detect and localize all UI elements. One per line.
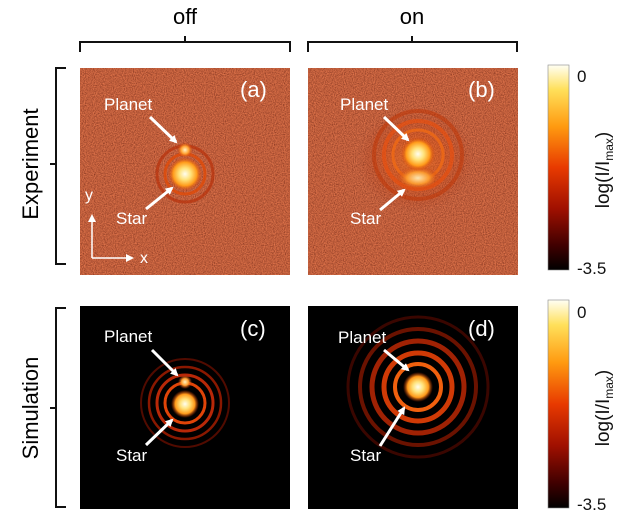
row-label-experiment: Experiment: [18, 108, 43, 219]
planet-spot: [401, 137, 435, 171]
planet-label: Planet: [104, 95, 152, 114]
colorbar-axis-label: log(I/Imax): [593, 132, 616, 209]
planet-label: Planet: [340, 95, 388, 114]
panel-label: (b): [468, 77, 495, 102]
planet-spot: [178, 375, 192, 389]
row-label-simulation: Simulation: [18, 357, 43, 460]
bracket-on: [307, 36, 518, 52]
planet-spot: [403, 372, 433, 402]
planet-spot: [177, 142, 193, 158]
star-spot: [171, 390, 199, 418]
planet-arrow: [383, 348, 410, 372]
star-label: Star: [350, 209, 382, 228]
panel-c: (c) Planet Star: [80, 306, 290, 509]
star-arrow: [144, 418, 174, 447]
star-spot: [168, 157, 202, 191]
star-spot: [396, 166, 440, 190]
x-axis-label: x: [140, 250, 148, 267]
planet-arrow: [150, 348, 179, 377]
panel-label: (c): [240, 316, 266, 341]
panel-label: (a): [240, 77, 267, 102]
star-label: Star: [350, 446, 382, 465]
colorbar-max-label: 0: [577, 67, 586, 86]
colorbar-axis-label: log(I/Imax): [593, 370, 616, 447]
star-arrow: [378, 406, 406, 447]
y-axis-label: y: [85, 187, 93, 204]
planet-arrow: [382, 115, 410, 142]
colorbar-min-label: -3.5: [577, 259, 606, 278]
planet-label: Planet: [104, 327, 152, 346]
bracket-experiment: [50, 67, 66, 265]
panel-d: (d) Planet Star: [308, 306, 518, 509]
star-arrow: [145, 186, 174, 211]
bracket-simulation: [50, 307, 66, 508]
panel-a: (a) Planet Star y x: [80, 68, 290, 275]
colorbar-max-label: 0: [577, 303, 586, 322]
column-header-on: on: [400, 4, 424, 29]
column-header-off: off: [173, 4, 198, 29]
star-arrow: [379, 188, 406, 212]
star-label: Star: [116, 446, 148, 465]
panel-label: (d): [468, 316, 495, 341]
panel-b: (b) Planet Star: [308, 68, 518, 275]
bracket-off: [79, 36, 291, 52]
planet-arrow: [148, 115, 178, 144]
colorbar-experiment: 0 -3.5 log(I/Imax): [547, 64, 616, 278]
star-label: Star: [116, 209, 148, 228]
colorbar-min-label: -3.5: [577, 495, 606, 514]
colorbar-simulation: 0 -3.5 log(I/Imax): [547, 299, 616, 514]
planet-label: Planet: [338, 328, 386, 347]
